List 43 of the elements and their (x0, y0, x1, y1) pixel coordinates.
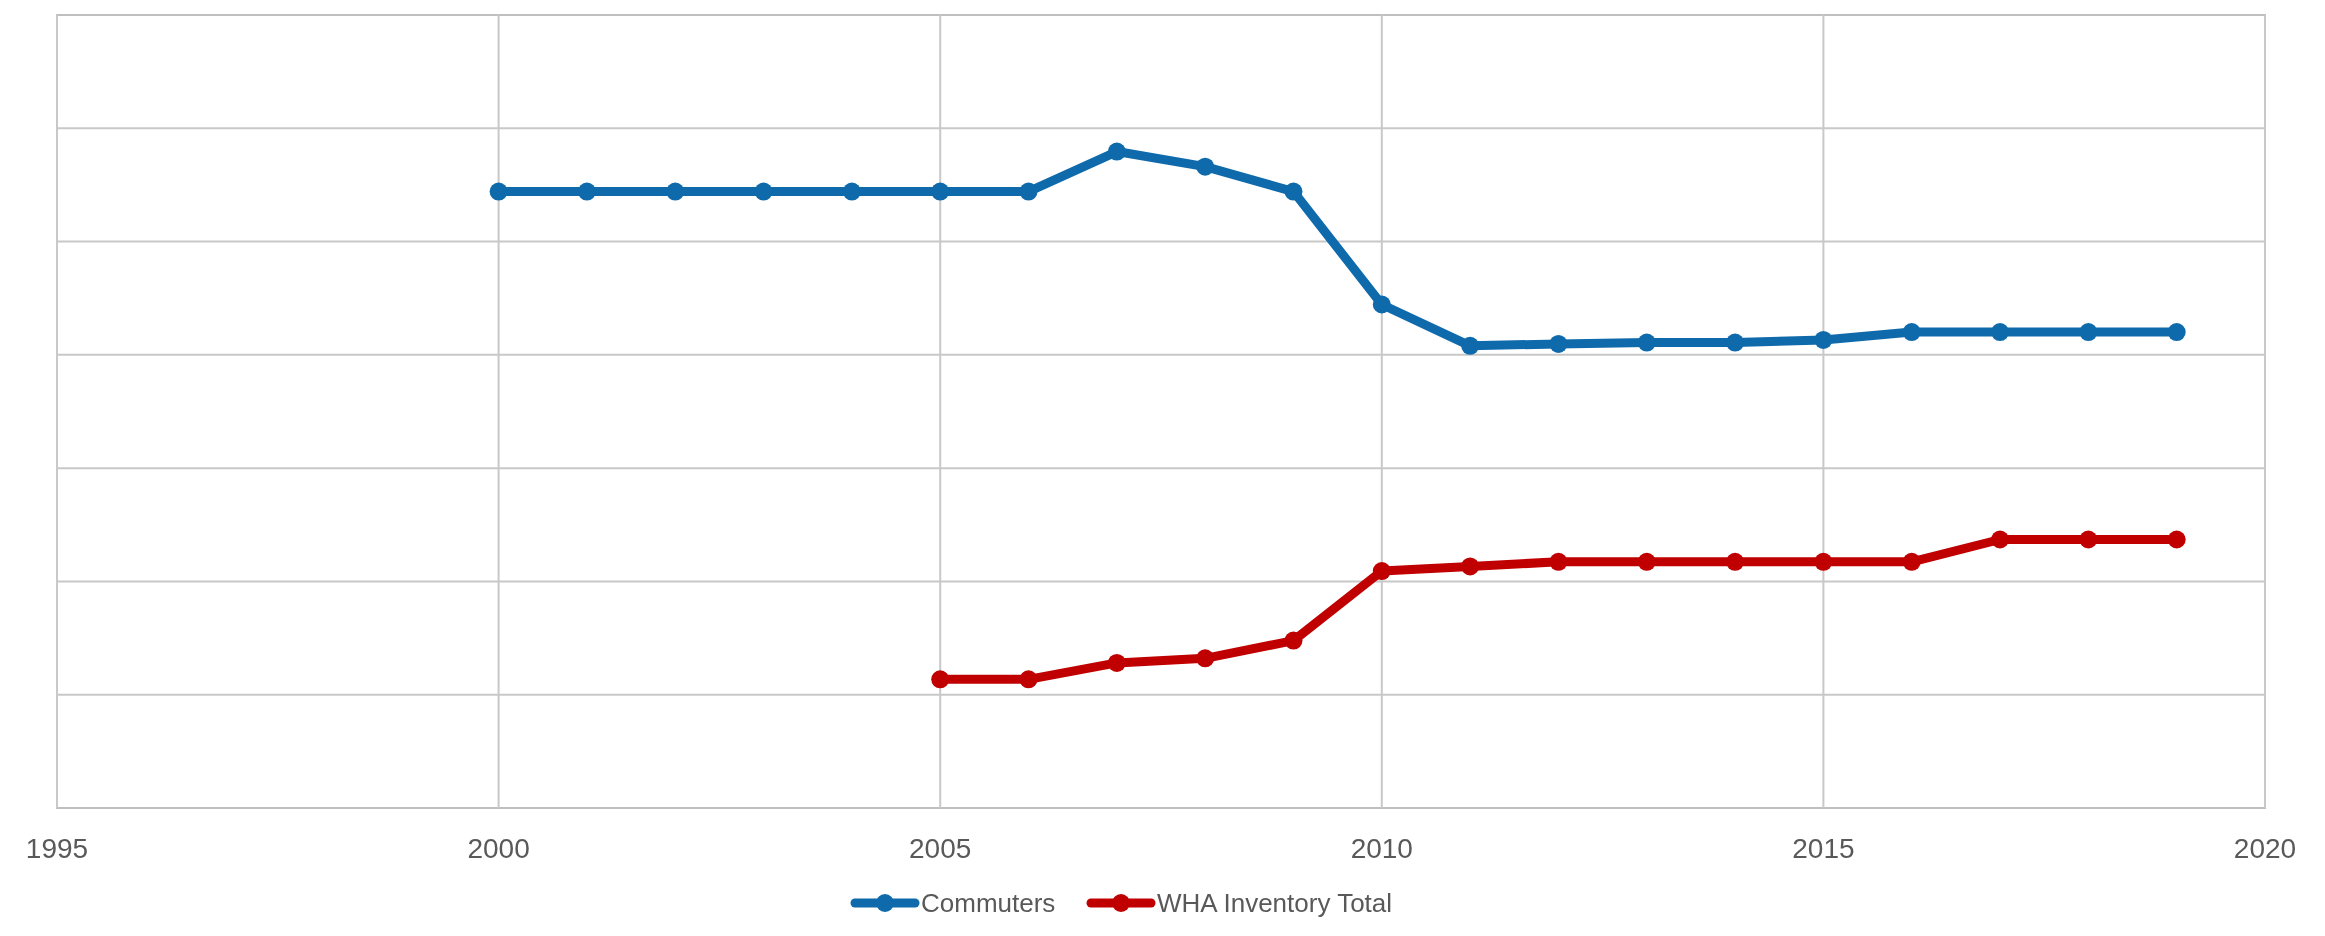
point (1372, 562, 1391, 581)
point (1991, 323, 2010, 342)
point (1107, 142, 1126, 161)
point (489, 182, 508, 201)
point (1637, 552, 1656, 571)
point (1461, 336, 1480, 355)
point (931, 670, 950, 689)
x-tick-label: 2005 (909, 833, 972, 864)
point (1284, 182, 1303, 201)
point (1637, 333, 1656, 352)
point (1726, 552, 1745, 571)
x-tick-label: 1995 (25, 833, 89, 864)
point (1814, 330, 1833, 349)
point (1902, 552, 1921, 571)
point (1549, 552, 1568, 571)
point (1461, 557, 1480, 576)
x-tick-label: 2000 (467, 833, 530, 864)
point (1902, 323, 1921, 342)
point (1196, 649, 1215, 668)
point (1814, 552, 1833, 571)
x-tick-label: 2010 (1350, 833, 1413, 864)
point (2167, 323, 2186, 342)
point (1019, 182, 1038, 201)
point (1991, 530, 2010, 549)
point (754, 182, 773, 201)
point (1549, 334, 1568, 353)
x-tick-label: 2015 (1792, 833, 1855, 864)
legend-label: Commuters (921, 888, 1056, 918)
point (2079, 530, 2098, 549)
point (931, 182, 950, 201)
point (2079, 323, 2098, 342)
point (2167, 530, 2186, 549)
point (1019, 670, 1038, 689)
point (1284, 631, 1303, 650)
point (1196, 157, 1215, 176)
point (1726, 333, 1745, 352)
point (666, 182, 685, 201)
x-tick-label: 2020 (2233, 833, 2297, 864)
point (1107, 653, 1126, 672)
point (842, 182, 861, 201)
legend-label: WHA Inventory Total (1157, 888, 1393, 918)
point (577, 182, 596, 201)
point (1372, 295, 1391, 314)
